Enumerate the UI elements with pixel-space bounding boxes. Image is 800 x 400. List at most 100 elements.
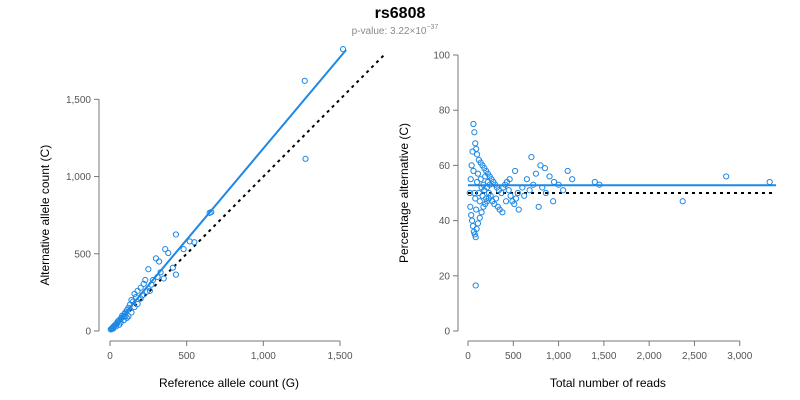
left-x-tick-label: 500 <box>178 351 195 362</box>
left-data-point <box>206 209 213 216</box>
right-data-point <box>468 162 475 169</box>
left-data-point <box>180 246 187 253</box>
right-data-point <box>473 225 480 232</box>
right-data-point <box>472 282 479 289</box>
right-data-point <box>483 195 490 202</box>
right-data-point <box>473 151 481 158</box>
right-data-point <box>507 192 514 199</box>
right-data-point <box>679 198 686 205</box>
right-data-point <box>523 176 530 183</box>
left-reference-line <box>109 52 387 332</box>
right-data-point <box>502 198 510 205</box>
left-data-point <box>140 280 147 287</box>
left-data-point <box>301 77 308 84</box>
right-data-point <box>472 234 479 241</box>
right-x-tick-label: 3,000 <box>727 351 752 362</box>
right-x-tick-label: 1,500 <box>591 351 616 362</box>
left-data-point <box>125 313 132 320</box>
right-y-tick-label: 40 <box>439 216 451 227</box>
left-data-point <box>109 324 116 332</box>
right-data-point <box>541 165 549 172</box>
right-x-axis-label: Total number of reads <box>550 376 666 390</box>
figure-header: rs6808 p-value: 3.22×10−37 <box>352 5 439 37</box>
percentage-alternative-scatter: 0 500 1,000 1,500 2,000 2,500 3,000 0 20 40 60 80 10… <box>397 51 776 390</box>
pvalue-label: p-value: 3.22 <box>352 26 410 37</box>
right-data-point <box>766 178 773 186</box>
right-data-point <box>564 167 571 175</box>
right-data-point <box>473 145 480 152</box>
right-data-point <box>492 195 500 202</box>
right-data-point <box>514 189 521 197</box>
left-data-point <box>172 231 180 238</box>
right-data-point <box>468 211 475 219</box>
right-data-point <box>472 140 479 147</box>
left-data-point <box>172 271 180 278</box>
left-x-tick-label: 0 <box>107 351 113 362</box>
right-data-point <box>473 178 481 186</box>
left-y-tick-label: 1,000 <box>66 172 91 183</box>
right-data-point <box>472 195 479 202</box>
left-data-point <box>149 276 157 284</box>
right-data-point <box>515 206 522 213</box>
right-data-point <box>474 170 482 177</box>
right-data-point <box>550 198 557 205</box>
figure-title: rs6808 <box>375 5 426 22</box>
right-y-tick-label: 60 <box>439 161 451 172</box>
left-data-point <box>152 255 160 262</box>
left-data-point <box>142 276 149 284</box>
left-data-point <box>131 290 138 298</box>
right-data-point <box>485 189 492 197</box>
right-x-tick-label: 1,000 <box>546 351 571 362</box>
right-data-point <box>476 214 483 221</box>
left-y-tick-label: 0 <box>85 327 91 338</box>
right-data-point <box>528 154 535 161</box>
right-data-point <box>542 189 550 197</box>
pvalue-multiplier: ×10 <box>409 26 426 37</box>
right-data-point <box>512 167 519 175</box>
left-data-point <box>162 246 169 253</box>
right-data-point <box>474 220 482 227</box>
left-data-point <box>145 266 152 273</box>
right-data-point <box>476 198 483 205</box>
right-data-point <box>521 192 528 199</box>
left-data-point <box>160 275 167 282</box>
right-data-point <box>473 206 480 213</box>
right-data-point <box>482 173 489 180</box>
left-y-axis-label: Alternative allele count (C) <box>38 145 52 286</box>
right-data-point <box>470 167 477 175</box>
right-data-point <box>512 195 520 202</box>
left-y-tick-label: 500 <box>74 249 91 260</box>
left-data-point <box>131 303 138 311</box>
left-data-point <box>302 155 309 162</box>
right-data-point <box>468 217 476 224</box>
right-data-point <box>532 170 540 177</box>
right-data-point <box>467 203 474 210</box>
right-data-point <box>478 209 485 216</box>
right-data-point <box>537 162 544 169</box>
left-x-tick-label: 1,500 <box>327 351 352 362</box>
right-data-point <box>466 189 473 197</box>
left-x-axis-label: Reference allele count (G) <box>159 376 299 390</box>
right-data-point <box>469 223 477 230</box>
right-data-point <box>471 129 478 136</box>
right-data-point <box>535 203 542 210</box>
right-x-tick-label: 500 <box>505 351 522 362</box>
right-data-point <box>546 173 553 180</box>
right-data-point <box>505 187 512 194</box>
right-y-tick-label: 0 <box>444 327 450 338</box>
right-y-tick-label: 20 <box>439 271 451 282</box>
right-data-point <box>511 200 518 208</box>
left-data-point <box>134 300 141 308</box>
right-data-point <box>526 187 533 194</box>
left-data-point <box>137 284 144 291</box>
right-y-tick-label: 80 <box>439 106 451 117</box>
right-data-point <box>467 176 474 183</box>
left-data-point <box>186 238 193 245</box>
left-fit-line <box>109 49 347 332</box>
right-data-point <box>470 120 477 128</box>
left-data-point <box>155 258 163 265</box>
right-data-point <box>723 173 730 180</box>
left-data-point <box>191 239 198 246</box>
left-data-point <box>169 264 176 271</box>
